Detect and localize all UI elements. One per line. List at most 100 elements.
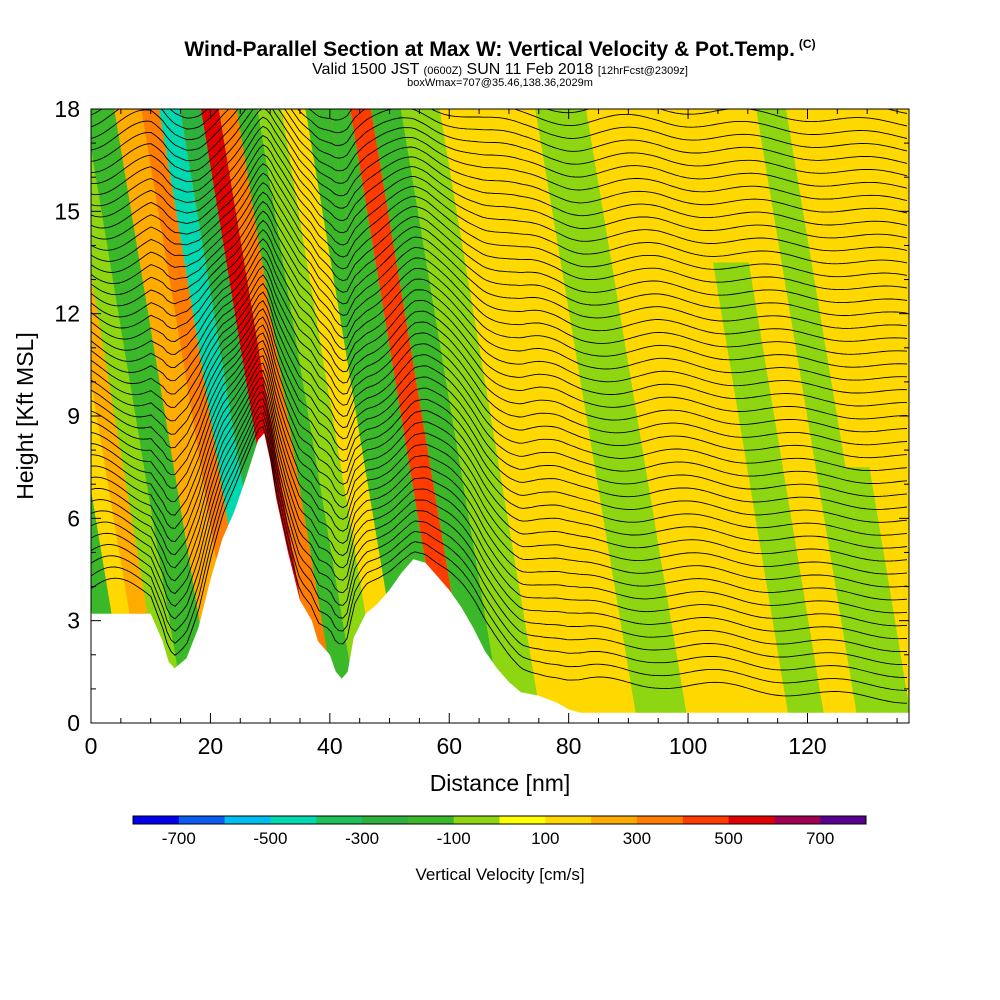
theta-contour [91, 153, 908, 278]
forecast-info: [12hrFcst@2309z] [597, 65, 688, 77]
theta-contour [91, 109, 908, 177]
velocity-band [620, 313, 745, 723]
y-tick-label: 3 [67, 608, 80, 634]
theta-contour [91, 369, 908, 601]
theta-contour [91, 182, 908, 316]
theta-contour [545, 109, 908, 127]
valid-date: SUN 11 Feb 2018 [466, 61, 594, 78]
theta-contour [91, 109, 908, 214]
x-tick-label: 80 [556, 733, 582, 759]
velocity-band [350, 109, 474, 723]
theta-contour [91, 347, 908, 562]
colorbar-swatch [453, 816, 500, 824]
velocity-band [91, 109, 217, 723]
colorbar-tick-label: 700 [806, 829, 834, 848]
theta-contour [91, 398, 908, 653]
theta-contour [91, 377, 908, 614]
theta-contour [91, 163, 908, 291]
chart-title-text: Wind-Parallel Section at Max W: Vertical… [184, 38, 795, 61]
colorbar-label: Vertical Velocity [cm/s] [415, 865, 584, 884]
velocity-band [400, 109, 542, 723]
chart-title: Wind-Parallel Section at Max W: Vertical… [0, 37, 1000, 62]
colorbar-tick-label: -300 [345, 829, 379, 848]
theta-contour [91, 247, 907, 407]
velocity-band [535, 109, 689, 723]
valid-utc: (0600Z) [423, 65, 463, 77]
theta-contour [91, 109, 908, 139]
velocity-band [218, 109, 339, 723]
velocity-band [723, 109, 859, 723]
colorbar-swatch [362, 816, 409, 824]
velocity-band [642, 109, 790, 723]
theta-contour [91, 362, 908, 588]
theta-contour [91, 299, 908, 484]
theta-contour [91, 274, 908, 446]
y-tick-label: 9 [67, 403, 80, 429]
colorbar-swatch [774, 816, 821, 824]
colorbar-swatch [728, 816, 775, 824]
theta-contour [91, 238, 908, 394]
theta-contour [91, 219, 908, 368]
theta-contour [91, 332, 908, 536]
theta-contour [91, 116, 908, 226]
terrain-profile [91, 433, 909, 723]
theta-contour [91, 210, 908, 355]
colorbar-swatch [545, 816, 592, 824]
velocity-band [713, 262, 826, 723]
copyright-mark: (C) [798, 37, 816, 51]
theta-contour [91, 200, 908, 342]
theta-contour [91, 109, 908, 202]
colorbar-tick-label: -100 [437, 829, 471, 848]
x-tick-label: 0 [85, 733, 98, 759]
theta-contour [91, 229, 908, 381]
colorbar-frame [132, 815, 867, 825]
theta-contour [91, 405, 908, 666]
chart-subtitle: Valid 1500 JST (0600Z) SUN 11 Feb 2018 [… [0, 61, 1000, 79]
colorbar-swatch [224, 816, 271, 824]
y-tick-label: 18 [54, 96, 80, 122]
theta-contour [91, 308, 908, 497]
colorbar-swatch [499, 816, 546, 824]
theta-contour [91, 265, 908, 433]
theta-contour [91, 109, 908, 189]
theta-contour [91, 291, 908, 472]
colorbar-swatch [820, 816, 867, 824]
colorbar-tick-label: -500 [253, 829, 287, 848]
theta-contour [91, 125, 908, 239]
theta-contour [91, 191, 908, 329]
colorbar-swatch [591, 816, 638, 824]
colorbar-swatch [178, 816, 226, 824]
colorbar-swatch [133, 816, 180, 824]
theta-contour [91, 172, 908, 304]
theta-contour [91, 339, 908, 549]
box-info: boxWmax=707@35.46,138.36,2029m [407, 77, 593, 89]
velocity-band [845, 467, 909, 723]
theta-contour [91, 109, 908, 152]
colorbar: -700 -500 -300 -100 100 300 500 700 [132, 815, 867, 848]
theta-contour [91, 282, 908, 459]
velocity-band [371, 109, 503, 723]
x-tick-label: 100 [669, 733, 707, 759]
colorbar-swatch [407, 816, 455, 824]
colorbar-tick-label: -700 [162, 829, 196, 848]
theta-contour [91, 391, 908, 640]
y-tick-label: 12 [54, 301, 80, 327]
colorbar-swatch [682, 816, 730, 824]
theta-contour [91, 256, 908, 420]
colorbar-tick-label: 100 [531, 829, 559, 848]
theta-contour [91, 135, 908, 252]
valid-time: Valid 1500 JST [312, 61, 420, 78]
velocity-band [305, 109, 432, 723]
colorbar-swatch [636, 816, 684, 824]
y-tick-label: 6 [67, 505, 80, 531]
theta-contour [91, 384, 908, 627]
x-tick-label: 20 [198, 733, 224, 759]
colorbar-tick-label: 300 [623, 829, 651, 848]
theta-contour [91, 419, 908, 691]
theta-contours [91, 109, 908, 704]
x-tick-label: 60 [436, 733, 462, 759]
axes: 0 20 40 60 80 100 120 0 3 6 9 12 15 18 [54, 96, 910, 759]
theta-contour [91, 109, 908, 164]
theta-contour [91, 324, 908, 523]
